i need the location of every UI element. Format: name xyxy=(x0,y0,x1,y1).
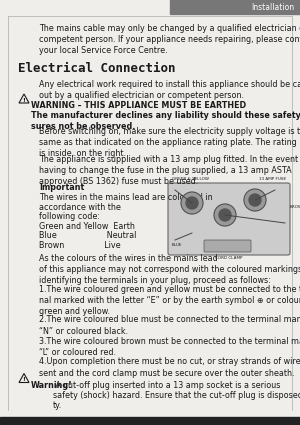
Circle shape xyxy=(249,194,261,206)
Text: WARNING – THIS APPLIANCE MUST BE EARTHED: WARNING – THIS APPLIANCE MUST BE EARTHED xyxy=(31,101,246,110)
Text: 13 AMP FUSE: 13 AMP FUSE xyxy=(259,177,286,181)
FancyBboxPatch shape xyxy=(204,240,251,252)
Text: !: ! xyxy=(22,97,26,102)
Text: BLUE: BLUE xyxy=(172,243,182,247)
FancyBboxPatch shape xyxy=(168,183,290,255)
Text: 1.The wire coloured green and yellow must be connected to the termi-
nal marked : 1.The wire coloured green and yellow mus… xyxy=(39,285,300,316)
Text: Blue                    Neutral: Blue Neutral xyxy=(39,231,136,240)
Text: A cut-off plug inserted into a 13 amp socket is a serious
safety (shock) hazard.: A cut-off plug inserted into a 13 amp so… xyxy=(53,380,300,410)
Bar xyxy=(170,0,300,14)
Text: Green and Yellow  Earth: Green and Yellow Earth xyxy=(39,221,135,230)
Circle shape xyxy=(244,189,266,211)
Text: following code:: following code: xyxy=(39,212,100,221)
Text: Brown                Live: Brown Live xyxy=(39,241,121,249)
Text: The wires in the mains lead are coloured in: The wires in the mains lead are coloured… xyxy=(39,193,213,202)
Text: Warning!: Warning! xyxy=(31,380,73,389)
Text: Before switching on, make sure the electricity supply voltage is the
same as tha: Before switching on, make sure the elect… xyxy=(39,127,300,158)
Text: As the colours of the wires in the mains lead
of this appliance may not correspo: As the colours of the wires in the mains… xyxy=(39,254,300,285)
Text: 4.Upon completion there must be no cut, or stray strands of wire pre-
sent and t: 4.Upon completion there must be no cut, … xyxy=(39,357,300,377)
Text: CORD CLAMP: CORD CLAMP xyxy=(215,256,243,260)
Text: Any electrical work required to install this appliance should be carried
out by : Any electrical work required to install … xyxy=(39,80,300,100)
Text: GREEN & YELLOW: GREEN & YELLOW xyxy=(172,177,209,181)
Circle shape xyxy=(181,192,203,214)
Circle shape xyxy=(219,209,231,221)
Circle shape xyxy=(186,197,198,209)
Text: accordance with the: accordance with the xyxy=(39,202,121,212)
Text: The manufacturer declines any liability should these safety mea-
sures not be ob: The manufacturer declines any liability … xyxy=(31,111,300,131)
Text: !: ! xyxy=(22,377,26,382)
Text: The appliance is supplied with a 13 amp plug fitted. In the event of
having to c: The appliance is supplied with a 13 amp … xyxy=(39,155,300,186)
Text: 3.The wire coloured brown must be connected to the terminal marked
“L” or colour: 3.The wire coloured brown must be connec… xyxy=(39,337,300,357)
Text: 2.The wire coloured blue must be connected to the terminal marked
“N” or coloure: 2.The wire coloured blue must be connect… xyxy=(39,315,300,336)
Circle shape xyxy=(214,204,236,226)
Text: The mains cable may only be changed by a qualified electrician or
competent pers: The mains cable may only be changed by a… xyxy=(39,24,300,55)
Text: Electrical Connection: Electrical Connection xyxy=(18,62,175,75)
Bar xyxy=(0,417,300,425)
Text: Important: Important xyxy=(39,183,84,192)
Text: Installation: Installation xyxy=(251,3,294,11)
Text: BROWN: BROWN xyxy=(290,205,300,209)
